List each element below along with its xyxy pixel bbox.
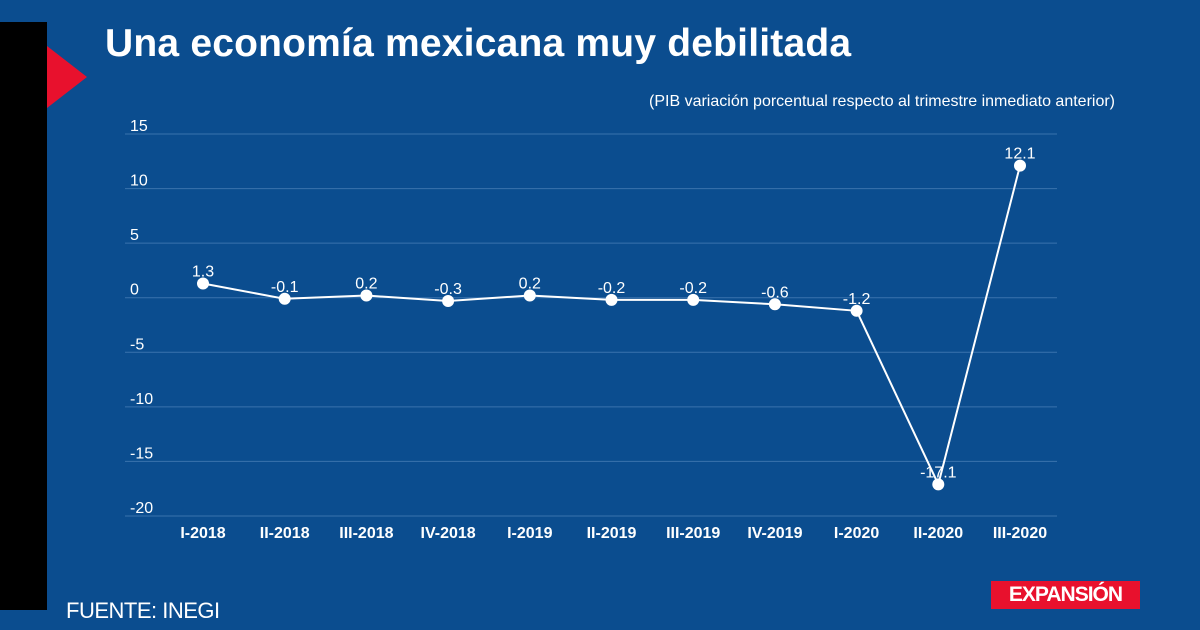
data-point: [523, 289, 536, 302]
chart-title: Una economía mexicana muy debilitada: [105, 22, 852, 65]
y-tick-label: 15: [130, 118, 148, 135]
data-point: [1014, 159, 1026, 172]
x-tick-label: IV-2018: [421, 525, 476, 542]
data-point: [442, 294, 455, 307]
expansion-logo: EXPANSIÓN: [991, 581, 1140, 609]
data-point: [278, 292, 291, 305]
x-tick-label: I-2020: [834, 525, 879, 542]
data-point: [932, 478, 945, 491]
left-accent-bar: [0, 22, 47, 610]
x-tick-label: III-2018: [339, 525, 393, 542]
y-tick-label: -10: [130, 391, 153, 408]
y-tick-label: -15: [130, 445, 153, 462]
data-label: -0.2: [679, 280, 707, 297]
data-point: [687, 293, 700, 306]
data-label: 1.3: [192, 264, 214, 281]
x-tick-label: II-2018: [260, 525, 310, 542]
x-tick-label: IV-2019: [747, 525, 802, 542]
data-point: [360, 289, 373, 302]
y-tick-label: -5: [130, 336, 144, 353]
data-label: 0.2: [519, 276, 541, 293]
x-tick-label: I-2018: [180, 525, 225, 542]
x-tick-label: III-2020: [993, 525, 1047, 542]
x-tick-label: II-2019: [587, 525, 637, 542]
series-line: [202, 165, 1021, 486]
data-label: -1.2: [843, 291, 871, 308]
x-tick-label: I-2019: [507, 525, 552, 542]
y-tick-label: -20: [130, 500, 153, 517]
x-tick-label: II-2020: [913, 525, 963, 542]
data-label: 0.2: [355, 276, 377, 293]
data-point: [605, 293, 618, 306]
data-label: 12.1: [1004, 146, 1035, 163]
data-point: [197, 277, 209, 290]
x-tick-label: III-2019: [666, 525, 720, 542]
red-triangle-marker: [47, 46, 87, 108]
data-label: -0.1: [271, 279, 299, 296]
source-note: FUENTE: INEGI: [66, 598, 220, 623]
chart-subtitle: (PIB variación porcentual respecto al tr…: [649, 93, 1115, 110]
data-point: [768, 298, 781, 311]
y-tick-label: 0: [130, 282, 139, 299]
y-tick-label: 10: [130, 173, 148, 190]
data-point: [850, 304, 863, 317]
y-tick-label: 5: [130, 227, 139, 244]
data-label: -17.1: [920, 464, 957, 481]
data-label: -0.6: [761, 284, 789, 301]
data-label: -0.2: [598, 280, 626, 297]
data-label: -0.3: [434, 281, 462, 298]
